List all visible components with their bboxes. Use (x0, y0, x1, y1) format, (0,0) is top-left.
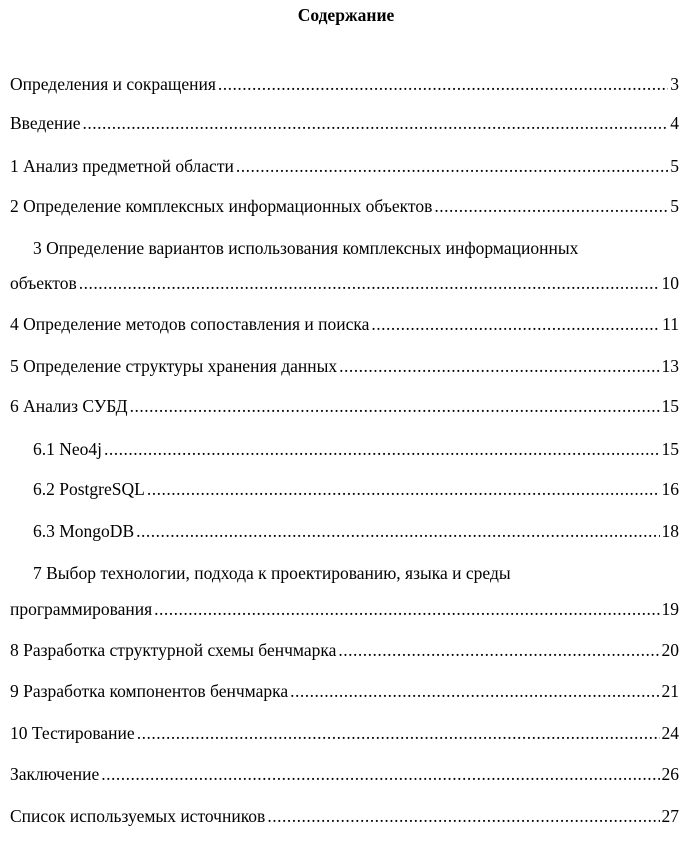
toc-title: Содержание (297, 5, 395, 25)
toc-page-number: 19 (661, 599, 680, 619)
toc-page-number: 27 (661, 806, 680, 826)
toc-page-number: 20 (661, 640, 680, 660)
toc-page-number: 26 (661, 764, 680, 784)
toc-entry-label: Определения и сокращения (10, 74, 216, 94)
toc-entry[interactable]: объектов 10 (10, 272, 679, 294)
toc-page-number: 24 (661, 723, 680, 743)
dot-leader (137, 722, 660, 744)
toc-entry-label: 5 Определение структуры хранения данных (10, 356, 338, 376)
toc-entry-label: 6.1 Neo4j (33, 439, 103, 459)
toc-entry-label: 8 Разработка структурной схемы бенчмарка (10, 640, 337, 660)
toc-entry[interactable]: 1 Анализ предметной области 5 (10, 155, 679, 177)
toc-entry[interactable]: 9 Разработка компонентов бенчмарка 21 (10, 680, 679, 702)
dot-leader (101, 763, 659, 785)
dot-leader (338, 639, 659, 661)
toc-entry-line1[interactable]: 7 Выбор технологии, подхода к проектиров… (33, 563, 511, 583)
toc-page-number: 15 (661, 439, 680, 459)
toc-page-number: 21 (661, 681, 680, 701)
toc-entry-label: 4 Определение методов сопоставления и по… (10, 314, 370, 334)
toc-page-number: 15 (661, 396, 680, 416)
toc-page-number: 13 (661, 356, 680, 376)
toc-entry[interactable]: 4 Определение методов сопоставления и по… (10, 313, 679, 335)
toc-entry-label: 2 Определение комплексных информационных… (10, 196, 433, 216)
dot-leader (79, 272, 660, 294)
toc-entry-label: 9 Разработка компонентов бенчмарка (10, 681, 289, 701)
toc-page-number: 4 (670, 113, 679, 133)
toc-entry[interactable]: 6.1 Neo4j 15 (33, 438, 679, 460)
toc-entry-label: 6 Анализ СУБД (10, 396, 128, 416)
dot-leader (147, 478, 660, 500)
dot-leader (371, 313, 660, 335)
toc-entry[interactable]: 2 Определение комплексных информационных… (10, 195, 679, 217)
toc-page-number: 10 (661, 273, 680, 293)
dot-leader (83, 112, 669, 134)
toc-entry[interactable]: 6.3 MongoDB 18 (33, 520, 679, 542)
toc-entry-label: объектов (10, 273, 77, 293)
dot-leader (154, 598, 659, 620)
toc-entry[interactable]: 5 Определение структуры хранения данных 1… (10, 355, 679, 377)
toc-page-number: 18 (661, 521, 680, 541)
dot-leader (136, 520, 659, 542)
toc-page-number: 5 (670, 196, 679, 216)
dot-leader (290, 680, 659, 702)
toc-entry[interactable]: Определения и сокращения 3 (10, 73, 679, 95)
toc-entry-label: Введение (10, 113, 81, 133)
dot-leader (267, 805, 659, 827)
dot-leader (236, 155, 668, 177)
toc-entry-label: 1 Анализ предметной области (10, 156, 234, 176)
dot-leader (104, 438, 659, 460)
toc-page-number: 16 (661, 479, 680, 499)
toc-entry[interactable]: 6.2 PostgreSQL 16 (33, 478, 679, 500)
toc-entry-label: 6.3 MongoDB (33, 521, 135, 541)
dot-leader (218, 73, 668, 95)
toc-entry[interactable]: 6 Анализ СУБД 15 (10, 395, 679, 417)
toc-entry[interactable]: программирования 19 (10, 598, 679, 620)
toc-entry[interactable]: Заключение 26 (10, 763, 679, 785)
toc-entry-label: 10 Тестирование (10, 723, 135, 743)
toc-entry-label: Список используемых источников (10, 806, 266, 826)
toc-page-number: 11 (662, 314, 679, 334)
toc-entry-label: 6.2 PostgreSQL (33, 479, 145, 499)
toc-entry[interactable]: Введение 4 (10, 112, 679, 134)
dot-leader (434, 195, 668, 217)
dot-leader (130, 395, 660, 417)
toc-page-number: 3 (670, 74, 679, 94)
toc-entry[interactable]: 10 Тестирование 24 (10, 722, 679, 744)
toc-entry-label: Заключение (10, 764, 100, 784)
toc-entry[interactable]: 8 Разработка структурной схемы бенчмарка… (10, 639, 679, 661)
toc-entry-label: программирования (10, 599, 153, 619)
toc-entry[interactable]: Список используемых источников 27 (10, 805, 679, 827)
toc-page-number: 5 (670, 156, 679, 176)
toc-entry-line1[interactable]: 3 Определение вариантов использования ко… (33, 238, 579, 258)
dot-leader (339, 355, 659, 377)
